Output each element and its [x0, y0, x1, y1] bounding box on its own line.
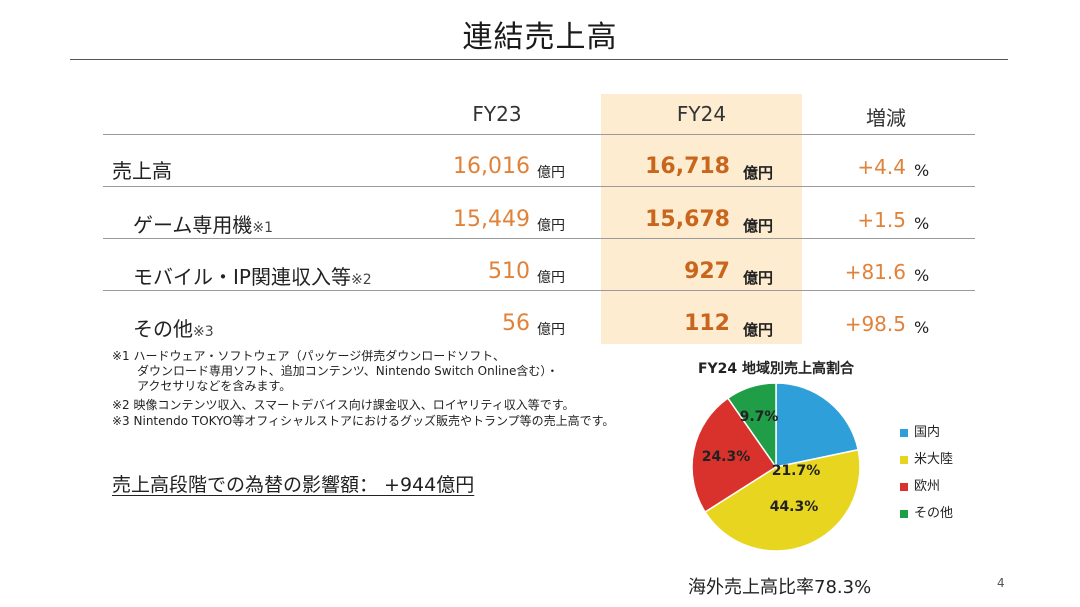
footnote: ※3 Nintendo TOKYO等オフィシャルストアにおけるグッズ販売やトラン… [112, 414, 615, 428]
fx-impact-note: 売上高段階での為替の影響額： +944億円 [112, 474, 475, 496]
legend-swatch [900, 428, 908, 437]
pie-slice-label: 44.3% [770, 499, 819, 515]
row-note: ※2 [350, 272, 372, 288]
page-title: 連結売上高 [462, 20, 618, 55]
percent-label: % [914, 318, 930, 337]
table-rule [103, 290, 975, 291]
percent-label: % [914, 214, 930, 233]
legend-label: 欧州 [914, 479, 941, 494]
title-divider [70, 59, 1008, 60]
legend-swatch [900, 509, 908, 518]
legend-label: 国内 [914, 425, 941, 440]
row-label-text: 売上高 [112, 159, 172, 183]
table-rule [103, 238, 975, 239]
footnote: ダウンロード専用ソフト、追加コンテンツ、Nintendo Switch Onli… [137, 364, 559, 378]
unit-label: 億円 [537, 165, 565, 181]
table-row-label: 売上高 [112, 155, 172, 184]
unit-label: 億円 [537, 322, 565, 338]
legend-item: 欧州 [900, 475, 940, 494]
table-rule [103, 186, 975, 187]
legend-item: 国内 [900, 421, 940, 440]
legend-label: 米大陸 [914, 452, 954, 467]
row-label-text: その他 [133, 317, 193, 341]
pie-slice-3 [691, 397, 778, 514]
chart-title: FY24 地域別売上高割合 [697, 361, 855, 377]
percent-label: % [914, 161, 930, 180]
change-value: +4.4 [857, 155, 906, 179]
pie-slice-label: 21.7% [772, 463, 821, 479]
fy23-value: 56 [502, 311, 530, 336]
table-row-label: その他※3 [133, 313, 214, 342]
unit-label: 億円 [743, 217, 774, 235]
fy24-value: 927 [684, 259, 730, 284]
overseas-ratio: 海外売上高比率78.3% [688, 577, 872, 598]
pie-slice-label: 9.7% [740, 409, 779, 425]
legend-label: その他 [914, 506, 954, 521]
fy24-value: 16,718 [645, 154, 730, 179]
pie-slice-4 [726, 382, 777, 470]
footnote: ※1 ハードウェア・ソフトウェア（パッケージ併売ダウンロードソフト、 [112, 349, 506, 363]
unit-label: 億円 [537, 270, 565, 286]
row-label-text: ゲーム専用機 [133, 213, 253, 237]
fy24-value: 112 [684, 311, 730, 336]
region-pie-chart: 21.7% 44.3% 24.3% 9.7% [691, 382, 861, 552]
header-fy24: FY24 [676, 102, 727, 126]
legend-item: 米大陸 [900, 448, 953, 467]
fy23-value: 510 [488, 259, 530, 284]
legend-swatch [900, 482, 908, 491]
unit-label: 億円 [743, 269, 774, 287]
change-value: +98.5 [844, 312, 906, 336]
table-row-label: モバイル・IP関連収入等※2 [133, 261, 372, 290]
page-number: 4 [997, 576, 1005, 590]
change-value: +1.5 [857, 208, 906, 232]
change-value: +81.6 [844, 260, 906, 284]
fy24-highlight-column [601, 94, 802, 344]
legend-swatch [900, 455, 908, 464]
unit-label: 億円 [537, 218, 565, 234]
row-note: ※1 [252, 220, 274, 236]
table-rule [103, 134, 975, 135]
pie-slice-label: 24.3% [702, 449, 751, 465]
pie-slice-2 [704, 448, 861, 552]
fy24-value: 15,678 [645, 207, 730, 232]
fy23-value: 16,016 [453, 154, 530, 179]
unit-label: 億円 [743, 164, 774, 182]
header-fy23: FY23 [472, 102, 522, 126]
percent-label: % [914, 266, 930, 285]
footnote: ※2 映像コンテンツ収入、スマートデバイス向け課金収入、ロイヤリティ収入等です。 [112, 398, 575, 412]
footnote: アクセサリなどを含みます。 [137, 379, 292, 393]
pie-slice-1 [775, 382, 860, 468]
row-note: ※3 [193, 324, 214, 340]
legend-item: その他 [900, 502, 953, 521]
table-row-label: ゲーム専用機※1 [133, 209, 273, 238]
unit-label: 億円 [743, 321, 774, 339]
row-label-text: モバイル・IP関連収入等 [133, 265, 351, 289]
fy23-value: 15,449 [453, 207, 530, 232]
header-change: 増減 [866, 106, 906, 130]
